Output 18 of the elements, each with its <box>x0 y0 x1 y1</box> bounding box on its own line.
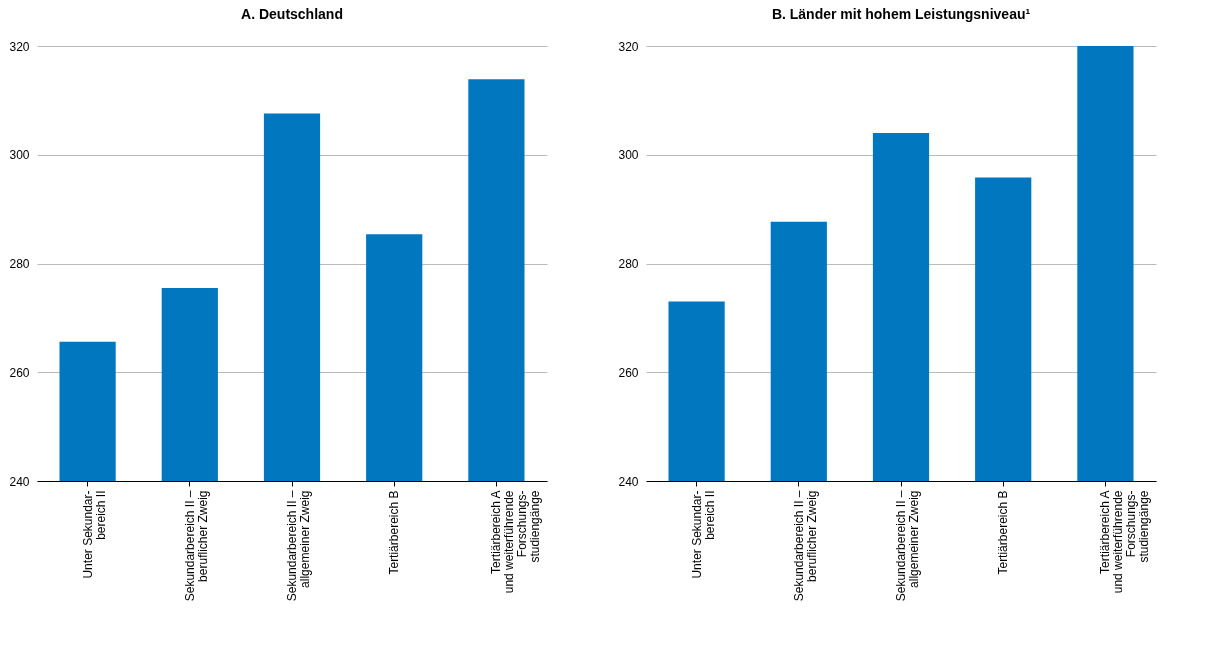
x-tick-label: Tertiärbereich B <box>996 490 1011 575</box>
chart-title: A. Deutschland <box>241 6 343 22</box>
y-tick-label: 260 <box>9 365 30 380</box>
x-tick-label: Unter Sekundar- bereich II <box>689 490 717 579</box>
chart-title: B. Länder mit hohem Leistungsniveau¹ <box>771 6 1031 22</box>
x-tick-label: Unter Sekundar- bereich II <box>80 490 108 579</box>
y-tick-label: 280 <box>618 257 639 271</box>
y-tick-label: 240 <box>618 474 639 489</box>
x-tick-label: Tertiärbereich A und weiterführende Forschungs- studiengänge <box>1098 490 1152 594</box>
y-tick-label: 280 <box>9 257 30 271</box>
y-tick-label: 320 <box>9 39 30 54</box>
y-tick-label: 300 <box>618 148 639 163</box>
y-tick-label: 260 <box>618 365 639 380</box>
y-tick-label: 300 <box>9 148 30 163</box>
x-tick-label: Tertiärbereich B <box>387 490 402 575</box>
y-tick-label: 320 <box>618 39 639 54</box>
y-tick-label: 240 <box>9 474 30 489</box>
x-tick-label: Tertiärbereich A und weiterführende Forschungs- studiengänge <box>489 490 543 594</box>
